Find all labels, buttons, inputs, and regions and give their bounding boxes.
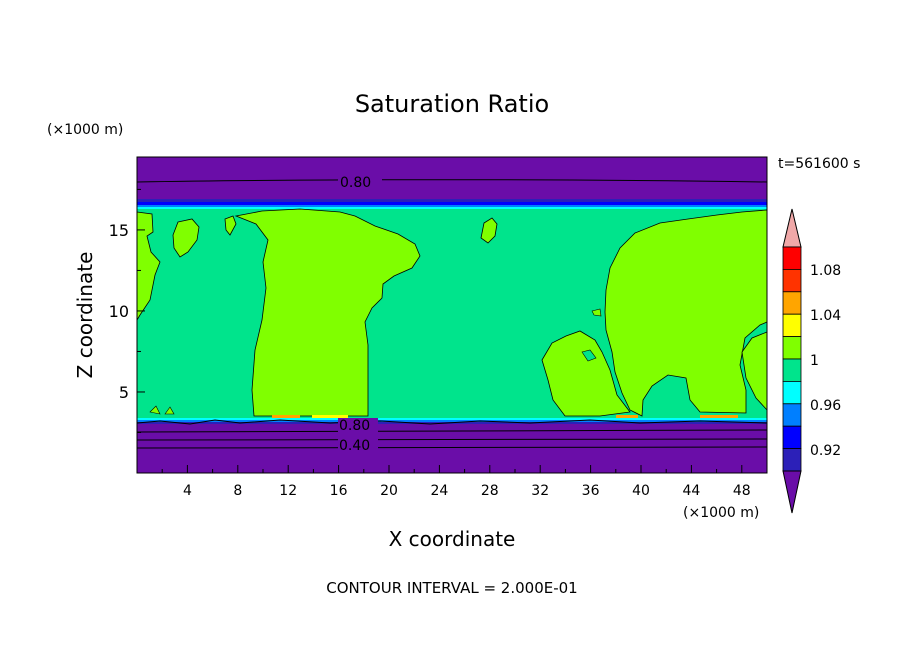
lime-specks <box>149 405 175 415</box>
upper-band-edge-4 <box>137 207 767 209</box>
x-tick-label: 44 <box>682 483 700 499</box>
colorbar-swatch <box>782 403 802 427</box>
x-tick-label: 12 <box>279 483 297 499</box>
contour-interval-note: CONTOUR INTERVAL = 2.000E-01 <box>326 579 577 597</box>
colorbar-swatch <box>782 268 802 293</box>
colorbar-label: 1.08 <box>810 263 841 279</box>
lower-band-edge-1 <box>137 418 767 420</box>
colorbar-bottom-arrow <box>782 470 802 514</box>
upper-band-edge-3 <box>137 205 767 207</box>
colorbar-swatch <box>782 448 802 472</box>
x-tick-label: 16 <box>330 483 348 499</box>
hotspot-3 <box>616 415 638 418</box>
lime-region-blob-1 <box>172 218 200 258</box>
contour-label-bg-3 <box>338 438 378 452</box>
time-label: t=561600 s <box>778 156 860 172</box>
x-unit-label: (×1000 m) <box>683 505 759 521</box>
y-axis: 5 10 15 <box>109 188 145 433</box>
lime-region-right-plume <box>604 209 768 417</box>
hotspot-2 <box>312 415 348 418</box>
colorbar-swatch <box>782 291 802 315</box>
lower-band-edge-2 <box>137 420 767 422</box>
contour-line-lower-1 <box>136 419 768 425</box>
x-tick-label: 32 <box>531 483 549 499</box>
colorbar-top-arrow <box>782 208 802 248</box>
colorbar-label: 1 <box>810 353 819 369</box>
green-pocket <box>581 349 597 362</box>
colorbar-swatch <box>782 313 802 338</box>
upper-band-edge-2 <box>137 202 767 205</box>
x-tick-label: 4 <box>183 483 192 499</box>
x-tick-label: 24 <box>430 483 448 499</box>
x-tick-label: 28 <box>481 483 499 499</box>
colorbar-label: 0.92 <box>810 443 841 459</box>
chart-title: Saturation Ratio <box>355 90 549 118</box>
colorbar-swatch <box>782 380 802 405</box>
plot-area: 0.80 0.80 0.40 <box>136 156 768 474</box>
x-axis-title: X coordinate <box>389 527 516 551</box>
x-tick-label: 20 <box>380 483 398 499</box>
upper-band-edge-1 <box>137 199 767 202</box>
x-tick-label: 48 <box>733 483 751 499</box>
lime-region-blob-3 <box>480 217 498 244</box>
lime-region-left-edge <box>136 211 161 322</box>
colorbar-label: 1.04 <box>810 308 841 324</box>
hotspot-4 <box>700 415 738 418</box>
colorbar-swatch <box>782 246 802 270</box>
y-tick-label: 10 <box>109 302 129 321</box>
colorbar-swatch <box>782 425 802 450</box>
colorbar: 1.08 1.04 1 0.96 0.92 <box>782 208 841 514</box>
lime-region-blob-2 <box>224 215 237 236</box>
y-unit-label: (×1000 m) <box>47 122 123 138</box>
plot-frame <box>136 156 768 474</box>
x-tick-label: 40 <box>632 483 650 499</box>
contour-line-upper <box>136 179 768 183</box>
x-axis: 4 8 12 16 20 24 28 32 36 40 44 48 <box>161 465 751 499</box>
x-tick-label: 36 <box>582 483 600 499</box>
lime-region-mid-right <box>541 330 631 417</box>
x-tick-label: 8 <box>233 483 242 499</box>
lime-fleck <box>591 308 602 317</box>
colorbar-swatch <box>782 358 802 382</box>
contour-label-upper: 0.80 <box>340 175 371 191</box>
colorbar-label: 0.96 <box>810 398 841 414</box>
hotspot-1 <box>272 415 300 418</box>
contour-label-lower-2: 0.40 <box>339 438 370 454</box>
y-tick-label: 15 <box>109 221 129 240</box>
contour-line-lower-2 <box>136 429 768 433</box>
y-tick-label: 5 <box>119 383 129 402</box>
contour-label-bg-1 <box>338 175 382 189</box>
y-axis-title: Z coordinate <box>73 252 97 379</box>
colorbar-swatch <box>782 336 802 360</box>
contour-label-lower-1: 0.80 <box>339 418 370 434</box>
contour-label-bg-2 <box>338 418 378 432</box>
lime-region-central-plume <box>234 208 421 417</box>
